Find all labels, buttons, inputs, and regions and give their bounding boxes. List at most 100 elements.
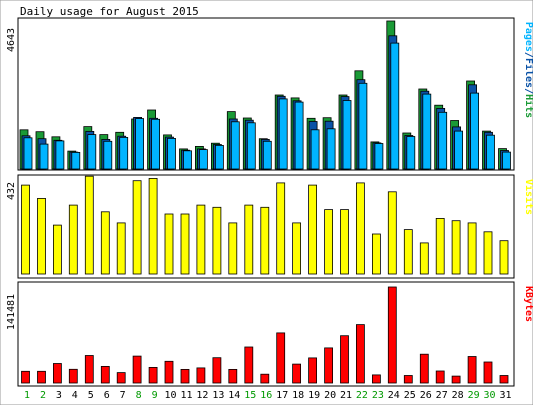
kbytes-bars <box>21 286 509 384</box>
visits-bar <box>308 184 318 275</box>
kbytes-bar <box>212 357 222 384</box>
kbytes-bar <box>499 375 509 384</box>
pages-bar <box>358 82 368 170</box>
visits-bar <box>37 197 46 275</box>
visits-bar <box>403 229 413 275</box>
y-label-hits: Hits <box>523 94 533 118</box>
kbytes-bar <box>53 363 62 384</box>
hits-bars <box>19 20 511 170</box>
pages-bar <box>390 42 400 170</box>
kbytes-panel: 141481 KBytes <box>6 281 533 387</box>
pages-bar <box>183 150 192 170</box>
visits-bar <box>228 222 238 275</box>
day-label: 25 <box>404 390 416 401</box>
kbytes-bar <box>180 368 190 384</box>
day-axis-labels: 1 2 3 4 5 6 7 8 9 10 11 12 13 14 15 16 17 18 19 20 21 22 23 24 2… <box>24 390 512 401</box>
hits-y-axis-label: Pages/Files/Hits <box>523 22 533 118</box>
kbytes-bar <box>228 368 238 384</box>
y-label-files: Files <box>523 58 533 88</box>
visits-bars <box>21 175 509 275</box>
visits-bar <box>132 180 142 275</box>
pages-bar <box>470 92 480 170</box>
chart-title: Daily usage for August 2015 <box>20 5 199 18</box>
visits-bar <box>467 222 477 275</box>
pages-bar <box>39 143 49 170</box>
day-label: 7 <box>120 390 126 401</box>
day-label: 30 <box>483 390 495 401</box>
pages-bar <box>294 101 304 170</box>
pages-bar <box>135 118 145 170</box>
day-label: 8 <box>136 390 142 401</box>
pages-bar <box>262 140 272 170</box>
visits-bar <box>483 231 493 275</box>
kbytes-bar <box>292 363 302 384</box>
visits-bar <box>371 233 381 275</box>
kbytes-bar <box>244 346 254 384</box>
pages-bar <box>151 118 161 170</box>
visits-bar <box>435 217 445 275</box>
hits-files-pages-panel: 4643 Pages/Files/Hits <box>6 17 533 171</box>
hits-ymax-label: 4643 <box>6 28 17 52</box>
pages-bar <box>167 137 176 170</box>
day-label: 29 <box>468 390 480 401</box>
y-label-slash-2: / <box>523 88 533 94</box>
visits-bar <box>21 184 30 275</box>
day-label: 5 <box>88 390 94 401</box>
visits-y-axis-label: Visits <box>523 179 533 215</box>
y-label-pages: Pages <box>523 22 533 52</box>
kbytes-bar <box>435 370 445 384</box>
visits-bar <box>53 224 62 275</box>
visits-bar <box>244 204 254 275</box>
day-label: 14 <box>228 390 240 401</box>
visits-bar <box>387 191 397 275</box>
visits-bar <box>196 204 206 275</box>
kbytes-bar <box>355 324 365 384</box>
kbytes-bar <box>324 347 334 384</box>
day-label: 12 <box>196 390 208 401</box>
kbytes-bar <box>21 370 30 384</box>
pages-bar <box>310 129 320 170</box>
visits-bar <box>419 242 429 275</box>
visits-bar <box>324 209 334 275</box>
kbytes-bar <box>387 286 397 384</box>
visits-bar <box>212 206 222 275</box>
visits-bar <box>276 182 286 275</box>
visits-bar <box>68 204 78 275</box>
pages-bar <box>119 136 129 170</box>
kbytes-panel-frame <box>17 281 515 387</box>
kbytes-bar <box>483 361 493 384</box>
day-label: 27 <box>436 390 448 401</box>
day-label: 21 <box>340 390 352 401</box>
day-label: 20 <box>324 390 336 401</box>
pages-bar <box>326 128 336 170</box>
day-label: 28 <box>452 390 464 401</box>
kbytes-bar <box>371 374 381 384</box>
visits-bar <box>355 182 365 275</box>
visits-bar <box>180 213 190 275</box>
day-label: 11 <box>180 390 192 401</box>
day-label: 13 <box>212 390 224 401</box>
pages-bar <box>438 111 448 170</box>
pages-bar <box>502 151 511 170</box>
day-label: 16 <box>260 390 272 401</box>
pages-bar <box>214 144 224 170</box>
visits-ymax-label: 432 <box>6 182 17 200</box>
kbytes-ymax-label: 141481 <box>6 294 17 330</box>
pages-bar <box>230 121 240 170</box>
kbytes-bar <box>164 360 174 384</box>
day-label: 22 <box>356 390 368 401</box>
kbytes-bar <box>116 372 126 384</box>
pages-bar <box>342 100 352 170</box>
kbytes-y-axis-label: KBytes <box>523 286 533 322</box>
pages-bar <box>23 137 33 170</box>
pages-bar <box>278 98 288 170</box>
pages-bar <box>103 140 113 170</box>
pages-bar <box>486 134 495 170</box>
visits-bar <box>164 213 174 275</box>
visits-bar <box>292 222 302 275</box>
day-label: 9 <box>152 390 158 401</box>
kbytes-bar <box>467 356 477 384</box>
day-label: 2 <box>40 390 46 401</box>
day-label: 31 <box>499 390 511 401</box>
pages-bar <box>406 136 416 170</box>
